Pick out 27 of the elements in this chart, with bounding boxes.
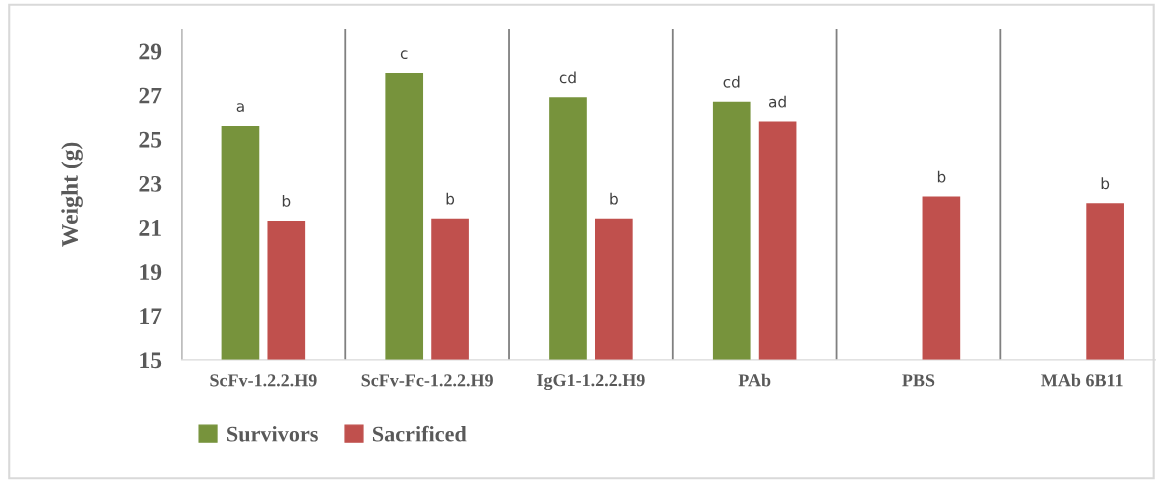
x-tick-label: IgG1-1.2.2.H9 bbox=[537, 374, 645, 391]
y-axis-title: Weight (g) bbox=[61, 142, 83, 247]
legend-label: Sacrificed bbox=[372, 425, 467, 442]
x-tick-label: MAb 6B11 bbox=[1041, 373, 1123, 387]
data-label: b bbox=[282, 194, 291, 207]
y-tick-label: 19 bbox=[140, 264, 162, 281]
x-tick-label: ScFv-Fc-1.2.2.H9 bbox=[361, 374, 493, 387]
data-label: cd bbox=[723, 75, 740, 88]
x-tick-label: PBS bbox=[902, 374, 935, 387]
data-label: c bbox=[400, 50, 408, 60]
y-tick-label: 29 bbox=[139, 43, 162, 60]
x-tick-label: ScFv-1.2.2.H9 bbox=[210, 374, 317, 387]
legend-label: Survivors bbox=[227, 425, 318, 442]
y-tick-label: 15 bbox=[140, 352, 162, 369]
y-tick-label: 27 bbox=[139, 87, 162, 104]
y-tick-label: 17 bbox=[140, 308, 162, 324]
data-label: ad bbox=[768, 95, 786, 108]
data-label: a bbox=[236, 103, 244, 112]
data-label: cd bbox=[559, 71, 576, 84]
x-tick-label: PAb bbox=[738, 373, 771, 387]
y-tick-label: 23 bbox=[139, 175, 162, 192]
data-label: b bbox=[610, 192, 618, 205]
data-label: b bbox=[446, 192, 455, 205]
data-label: b bbox=[937, 170, 946, 183]
y-tick-label: 25 bbox=[139, 131, 162, 148]
data-label: b bbox=[1101, 177, 1110, 190]
y-tick-label: 21 bbox=[139, 220, 161, 236]
